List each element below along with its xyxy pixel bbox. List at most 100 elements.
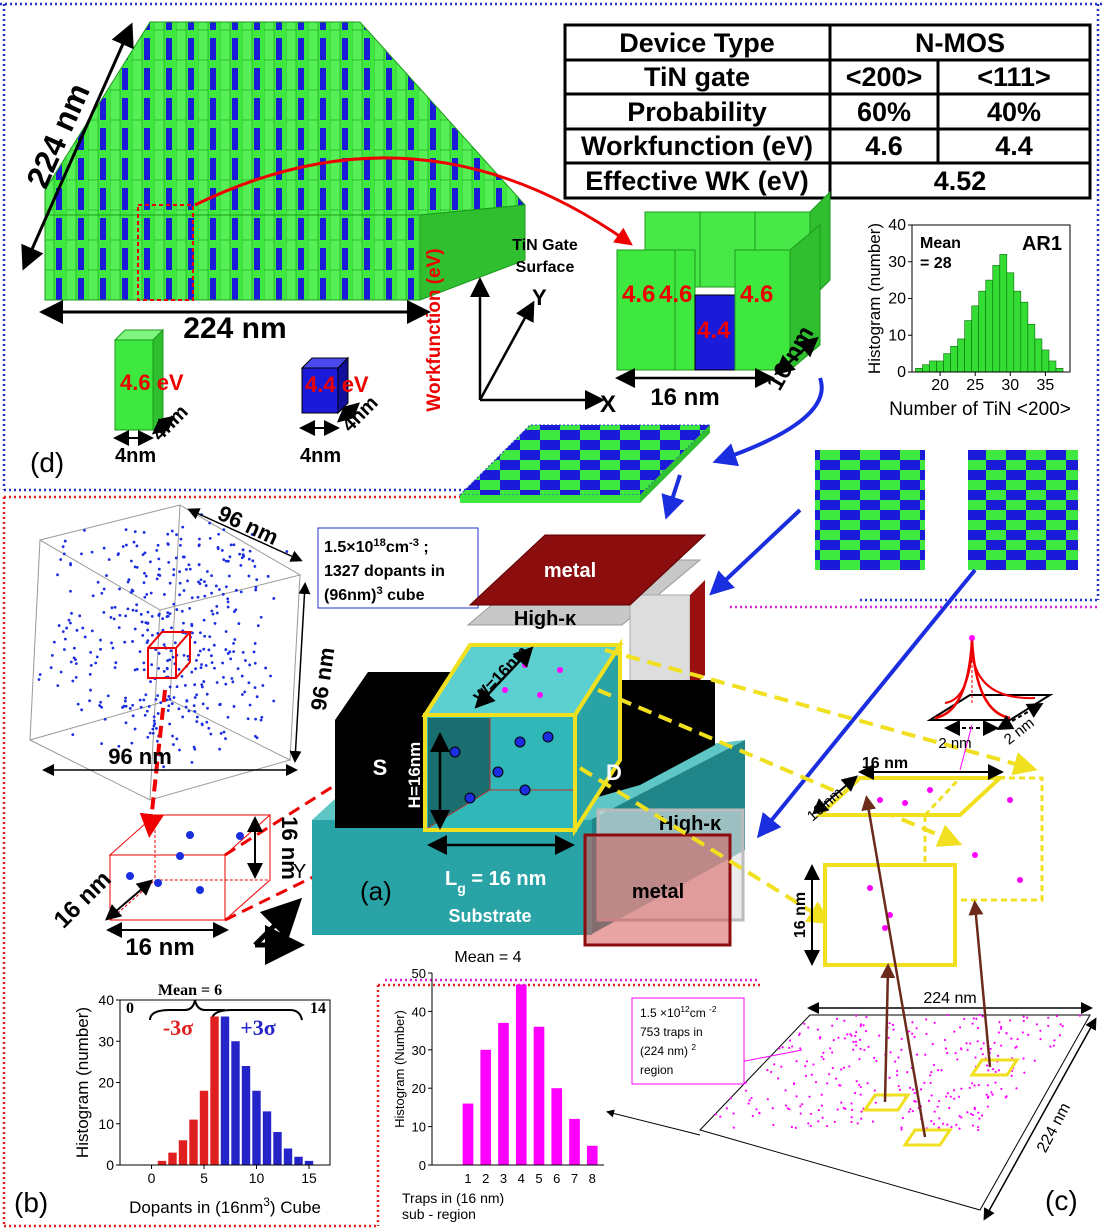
dopant (218, 703, 221, 706)
trap (983, 1042, 985, 1044)
dopant (221, 662, 224, 665)
dopant (206, 570, 209, 573)
dopant (249, 704, 252, 707)
bar (937, 361, 944, 372)
dopant (196, 716, 199, 719)
trap (963, 1018, 965, 1020)
table-cell: 4.6 (865, 131, 903, 161)
dopant (180, 538, 183, 541)
bar (273, 1132, 281, 1165)
dopant (158, 613, 161, 616)
dopant (139, 699, 142, 702)
trap (805, 1075, 807, 1077)
dopant (167, 704, 170, 707)
box-size: 96 nm (108, 744, 172, 769)
trap (840, 1102, 842, 1104)
trap (811, 1074, 813, 1076)
dopant (153, 719, 156, 722)
trap (1059, 1034, 1061, 1036)
dopant (215, 585, 218, 588)
dopant (156, 740, 159, 743)
dopant (232, 650, 235, 653)
x-tick-label: 25 (966, 377, 984, 394)
dopant (175, 557, 178, 560)
trap (892, 1029, 894, 1031)
dopant (172, 656, 175, 659)
trap (1000, 1028, 1002, 1030)
dopant (56, 573, 59, 576)
dopant (222, 528, 225, 531)
trap (860, 1110, 862, 1112)
dopant (71, 680, 74, 683)
dopant (186, 579, 189, 582)
dopant (117, 553, 120, 556)
x-tick-label: 1 (464, 1171, 471, 1186)
dopant (203, 619, 206, 622)
trap (932, 1043, 934, 1045)
dopant (205, 664, 208, 667)
trap (933, 1123, 935, 1125)
dopant (172, 603, 175, 606)
trap (1053, 1045, 1055, 1047)
trap (967, 1049, 969, 1051)
dopant (139, 650, 142, 653)
trap-density: 1.5 ×1012cm -2 (640, 1004, 717, 1020)
trap (946, 1124, 948, 1126)
dopant (191, 624, 194, 627)
trap (953, 1031, 955, 1033)
trap (770, 1071, 772, 1073)
dopant (216, 681, 219, 684)
dopant (78, 614, 81, 617)
dopant (217, 533, 220, 536)
bar (986, 280, 993, 372)
trap (799, 1047, 801, 1049)
trap (730, 1097, 732, 1099)
dopant (208, 522, 211, 525)
x-tick-label: 5 (535, 1171, 542, 1186)
dopant (53, 641, 56, 644)
trap (791, 1126, 793, 1128)
x-tick-label: 8 (589, 1171, 596, 1186)
dopant (163, 593, 166, 596)
trap (965, 1042, 967, 1044)
dopant (198, 563, 201, 566)
x-tick-label: 0 (148, 1170, 156, 1186)
dopant (136, 545, 139, 548)
dopant (241, 693, 244, 696)
dopant (184, 684, 187, 687)
bar (965, 321, 972, 372)
table-cell: N-MOS (915, 28, 1005, 58)
dopant (118, 588, 121, 591)
dopant (171, 702, 174, 705)
table-cell: 40% (987, 97, 1041, 127)
blue-workfunction: 4.4 eV (305, 372, 369, 397)
dopant (151, 728, 154, 731)
text-part: region (640, 1063, 673, 1077)
dopant (178, 593, 181, 596)
bar (1056, 368, 1063, 372)
dopant (76, 629, 79, 632)
dopant (230, 677, 233, 680)
dopant (143, 572, 146, 575)
trap (821, 1104, 823, 1106)
dopant (224, 737, 227, 740)
dopant (96, 655, 99, 658)
trap (858, 1058, 860, 1060)
dopant (131, 640, 134, 643)
y-tick-label: 50 (412, 966, 426, 981)
dopant (155, 698, 158, 701)
dopant (185, 700, 188, 703)
dopant (71, 733, 74, 736)
trap (806, 1060, 808, 1062)
plane-size: 16 nm (862, 755, 908, 772)
dopant (135, 603, 138, 606)
dopant (64, 540, 67, 543)
trap (1017, 1038, 1019, 1040)
annotation: 14 (310, 1000, 326, 1017)
trap (860, 1118, 862, 1120)
array-size-label: 224 nm (183, 312, 286, 345)
trap (857, 1122, 859, 1124)
trap (944, 1039, 946, 1041)
dopant (217, 546, 220, 549)
y-tick-label: 0 (897, 364, 906, 381)
